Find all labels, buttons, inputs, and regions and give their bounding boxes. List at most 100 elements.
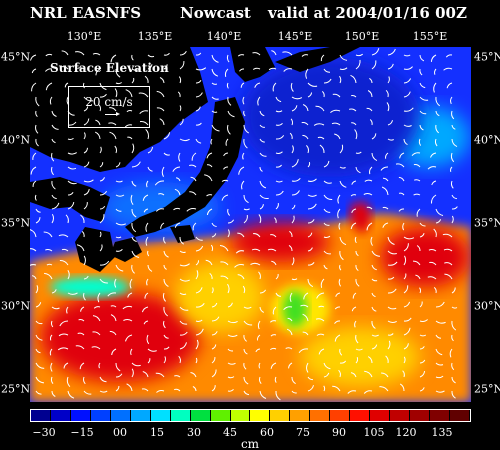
lon-label-145: 145°E xyxy=(277,30,313,43)
current-vector xyxy=(323,78,332,84)
current-vector xyxy=(334,133,341,140)
current-vector xyxy=(35,208,41,213)
current-vector xyxy=(145,222,149,232)
current-vector xyxy=(35,362,45,369)
current-vector xyxy=(332,93,341,98)
current-vector xyxy=(35,138,39,147)
current-vector xyxy=(237,274,245,280)
current-vector xyxy=(275,110,283,113)
current-vector xyxy=(195,287,203,294)
current-vector xyxy=(402,370,405,378)
current-vector xyxy=(259,180,267,189)
current-vector xyxy=(127,292,133,298)
current-vector xyxy=(154,180,165,186)
current-vector xyxy=(403,255,407,266)
current-vector xyxy=(331,122,341,126)
current-vector xyxy=(35,285,39,294)
current-vector xyxy=(369,119,373,126)
current-vector xyxy=(226,54,230,63)
current-vector xyxy=(30,54,37,61)
current-vector xyxy=(435,110,440,117)
current-vector xyxy=(243,208,250,211)
current-vector xyxy=(435,124,440,134)
current-vector xyxy=(289,230,293,238)
current-vector xyxy=(195,339,199,350)
current-vector xyxy=(313,123,325,126)
current-vector xyxy=(162,292,166,302)
current-vector xyxy=(451,320,457,331)
current-vector xyxy=(387,63,394,70)
current-vector xyxy=(227,376,235,379)
current-vector xyxy=(178,152,181,162)
current-vector xyxy=(155,372,165,378)
current-vector xyxy=(243,376,249,385)
current-vector xyxy=(83,118,90,126)
current-vector xyxy=(131,222,137,233)
current-vector xyxy=(51,194,57,200)
current-vector xyxy=(179,342,187,350)
current-vector xyxy=(323,194,333,201)
current-vector xyxy=(115,385,120,392)
current-vector xyxy=(147,264,153,272)
current-vector xyxy=(99,390,108,393)
current-vector xyxy=(35,390,42,395)
current-vector xyxy=(433,287,437,294)
current-vector xyxy=(77,67,85,70)
colorbar-swatch xyxy=(290,410,311,421)
current-vector xyxy=(147,250,150,257)
current-vector xyxy=(163,64,168,70)
current-vector xyxy=(139,110,149,115)
legend-title: Surface Elevation xyxy=(50,61,169,75)
current-vector xyxy=(371,264,377,271)
current-vector xyxy=(290,82,294,92)
current-vector xyxy=(35,302,42,308)
current-vector xyxy=(227,334,238,337)
colorbar-swatch xyxy=(70,410,91,421)
colorbar-swatch xyxy=(90,410,111,421)
current-vector xyxy=(403,78,412,84)
current-vector xyxy=(219,245,229,252)
current-vector xyxy=(51,166,54,176)
current-vector xyxy=(323,222,330,226)
current-vector xyxy=(224,68,229,78)
current-vector xyxy=(67,292,78,295)
current-vector xyxy=(435,375,444,379)
current-vector xyxy=(179,118,184,126)
current-vector xyxy=(146,334,150,345)
current-vector xyxy=(323,180,332,184)
current-vector xyxy=(234,264,245,268)
current-vector xyxy=(110,54,117,63)
current-vector xyxy=(451,138,458,148)
current-vector xyxy=(211,222,217,227)
current-vector xyxy=(403,124,412,127)
current-vector xyxy=(275,151,283,154)
current-vector xyxy=(300,304,309,308)
current-vector xyxy=(428,249,437,252)
current-vector xyxy=(195,302,205,308)
current-vector xyxy=(243,362,247,370)
current-vector xyxy=(195,92,203,98)
current-vector xyxy=(339,264,342,271)
current-vector xyxy=(109,107,117,112)
lon-label-135: 135°E xyxy=(137,30,173,43)
current-vector xyxy=(291,376,296,385)
current-vector xyxy=(307,178,317,182)
current-vector xyxy=(403,327,411,336)
current-vector xyxy=(403,66,413,70)
current-vector xyxy=(83,96,94,102)
current-vector xyxy=(35,96,40,107)
current-vector xyxy=(282,51,293,56)
colorbar-swatch xyxy=(110,410,131,421)
current-vector xyxy=(31,68,37,74)
current-vector xyxy=(419,222,426,227)
current-vector xyxy=(270,362,277,369)
current-vector xyxy=(253,233,261,238)
colorbar-swatch xyxy=(50,410,71,421)
current-vector xyxy=(433,228,437,238)
current-vector xyxy=(288,244,293,252)
current-vector xyxy=(237,232,245,238)
current-vector xyxy=(413,193,421,196)
current-vector xyxy=(192,222,197,231)
current-vector xyxy=(35,376,45,384)
current-vector xyxy=(451,390,456,399)
